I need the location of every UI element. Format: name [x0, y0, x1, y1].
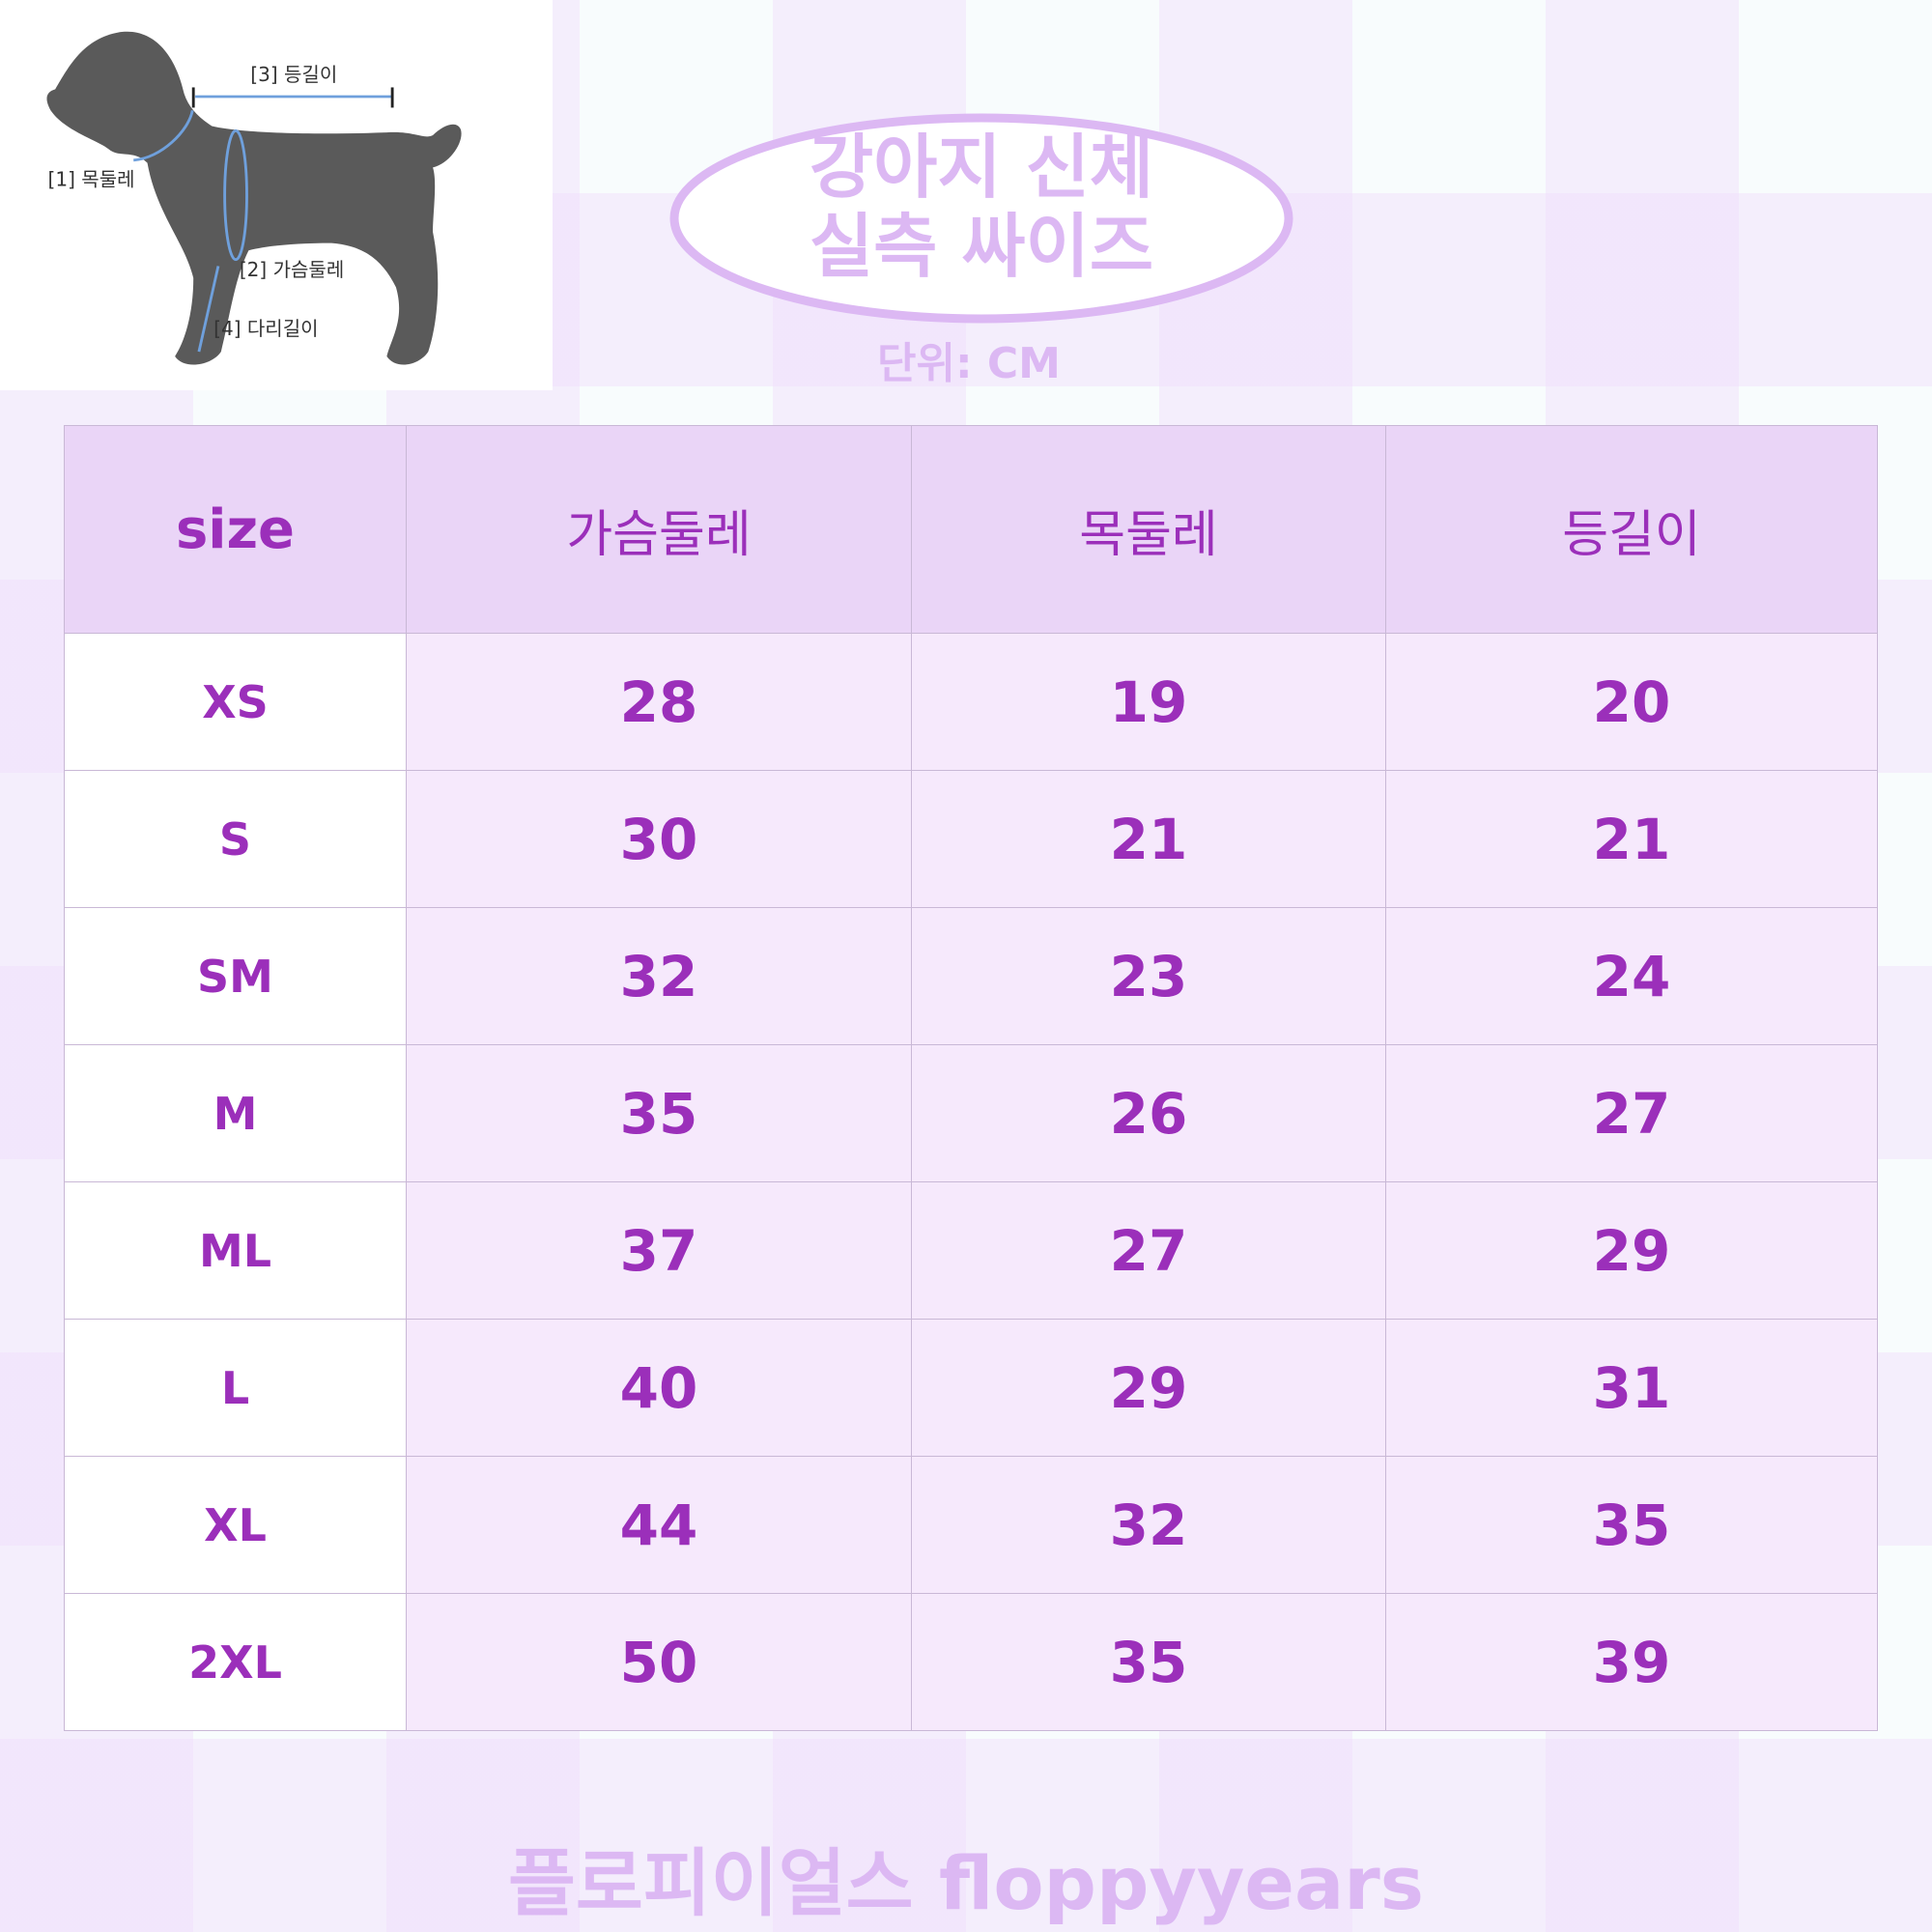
cell-back: 39 — [1385, 1593, 1878, 1731]
header-size: size — [64, 425, 407, 634]
header-chest: 가슴둘레 — [406, 425, 912, 634]
cell-neck: 35 — [911, 1593, 1386, 1731]
dog-silhouette-icon: [3] 등길이 [1] 목둘레 [2] 가슴둘레 [4] 다리길이 — [46, 31, 462, 365]
cell-chest: 50 — [406, 1593, 912, 1731]
title-line-2: 실측 싸이즈 — [809, 206, 1154, 287]
cell-chest: 28 — [406, 633, 912, 771]
table-row: ML 37 27 29 — [64, 1181, 1878, 1320]
header-back: 등길이 — [1385, 425, 1878, 634]
cell-chest: 37 — [406, 1181, 912, 1320]
cell-back: 24 — [1385, 907, 1878, 1045]
cell-neck: 23 — [911, 907, 1386, 1045]
cell-back: 29 — [1385, 1181, 1878, 1320]
table-row: L 40 29 31 — [64, 1319, 1878, 1457]
cell-neck: 21 — [911, 770, 1386, 908]
table-header-row: size 가슴둘레 목둘레 등길이 — [64, 425, 1878, 634]
table-row: M 35 26 27 — [64, 1044, 1878, 1182]
cell-size: 2XL — [64, 1593, 407, 1731]
cell-chest: 32 — [406, 907, 912, 1045]
cell-back: 20 — [1385, 633, 1878, 771]
dog-measurement-diagram: [3] 등길이 [1] 목둘레 [2] 가슴둘레 [4] 다리길이 — [0, 0, 553, 390]
cell-back: 31 — [1385, 1319, 1878, 1457]
table-row: XS 28 19 20 — [64, 633, 1878, 771]
cell-chest: 30 — [406, 770, 912, 908]
cell-back: 21 — [1385, 770, 1878, 908]
table-row: SM 32 23 24 — [64, 907, 1878, 1045]
cell-neck: 27 — [911, 1181, 1386, 1320]
chest-label: [2] 가슴둘레 — [240, 258, 344, 281]
size-table: size 가슴둘레 목둘레 등길이 XS 28 19 20 S 30 21 21 SM 32 23 2… — [64, 425, 1878, 1731]
cell-size: S — [64, 770, 407, 908]
cell-back: 35 — [1385, 1456, 1878, 1594]
cell-neck: 19 — [911, 633, 1386, 771]
cell-size: M — [64, 1044, 407, 1182]
cell-neck: 32 — [911, 1456, 1386, 1594]
cell-size: ML — [64, 1181, 407, 1320]
table-row: XL 44 32 35 — [64, 1456, 1878, 1594]
title-ellipse — [669, 113, 1293, 324]
leg-length-label: [4] 다리길이 — [213, 317, 318, 340]
title-line-1: 강아지 신체 — [809, 127, 1154, 208]
table-row: 2XL 50 35 39 — [64, 1593, 1878, 1731]
cell-chest: 35 — [406, 1044, 912, 1182]
cell-size: XL — [64, 1456, 407, 1594]
brand-footer: 플로피이얼스 floppyyears — [508, 1840, 1424, 1926]
cell-neck: 26 — [911, 1044, 1386, 1182]
cell-neck: 29 — [911, 1319, 1386, 1457]
back-length-label: [3] 등길이 — [250, 63, 337, 86]
unit-label: 단위: CM — [877, 339, 1061, 388]
cell-size: SM — [64, 907, 407, 1045]
neck-label: [1] 목둘레 — [48, 167, 135, 190]
header-neck: 목둘레 — [911, 425, 1386, 634]
cell-size: XS — [64, 633, 407, 771]
cell-chest: 40 — [406, 1319, 912, 1457]
cell-chest: 44 — [406, 1456, 912, 1594]
cell-back: 27 — [1385, 1044, 1878, 1182]
table-row: S 30 21 21 — [64, 770, 1878, 908]
cell-size: L — [64, 1319, 407, 1457]
